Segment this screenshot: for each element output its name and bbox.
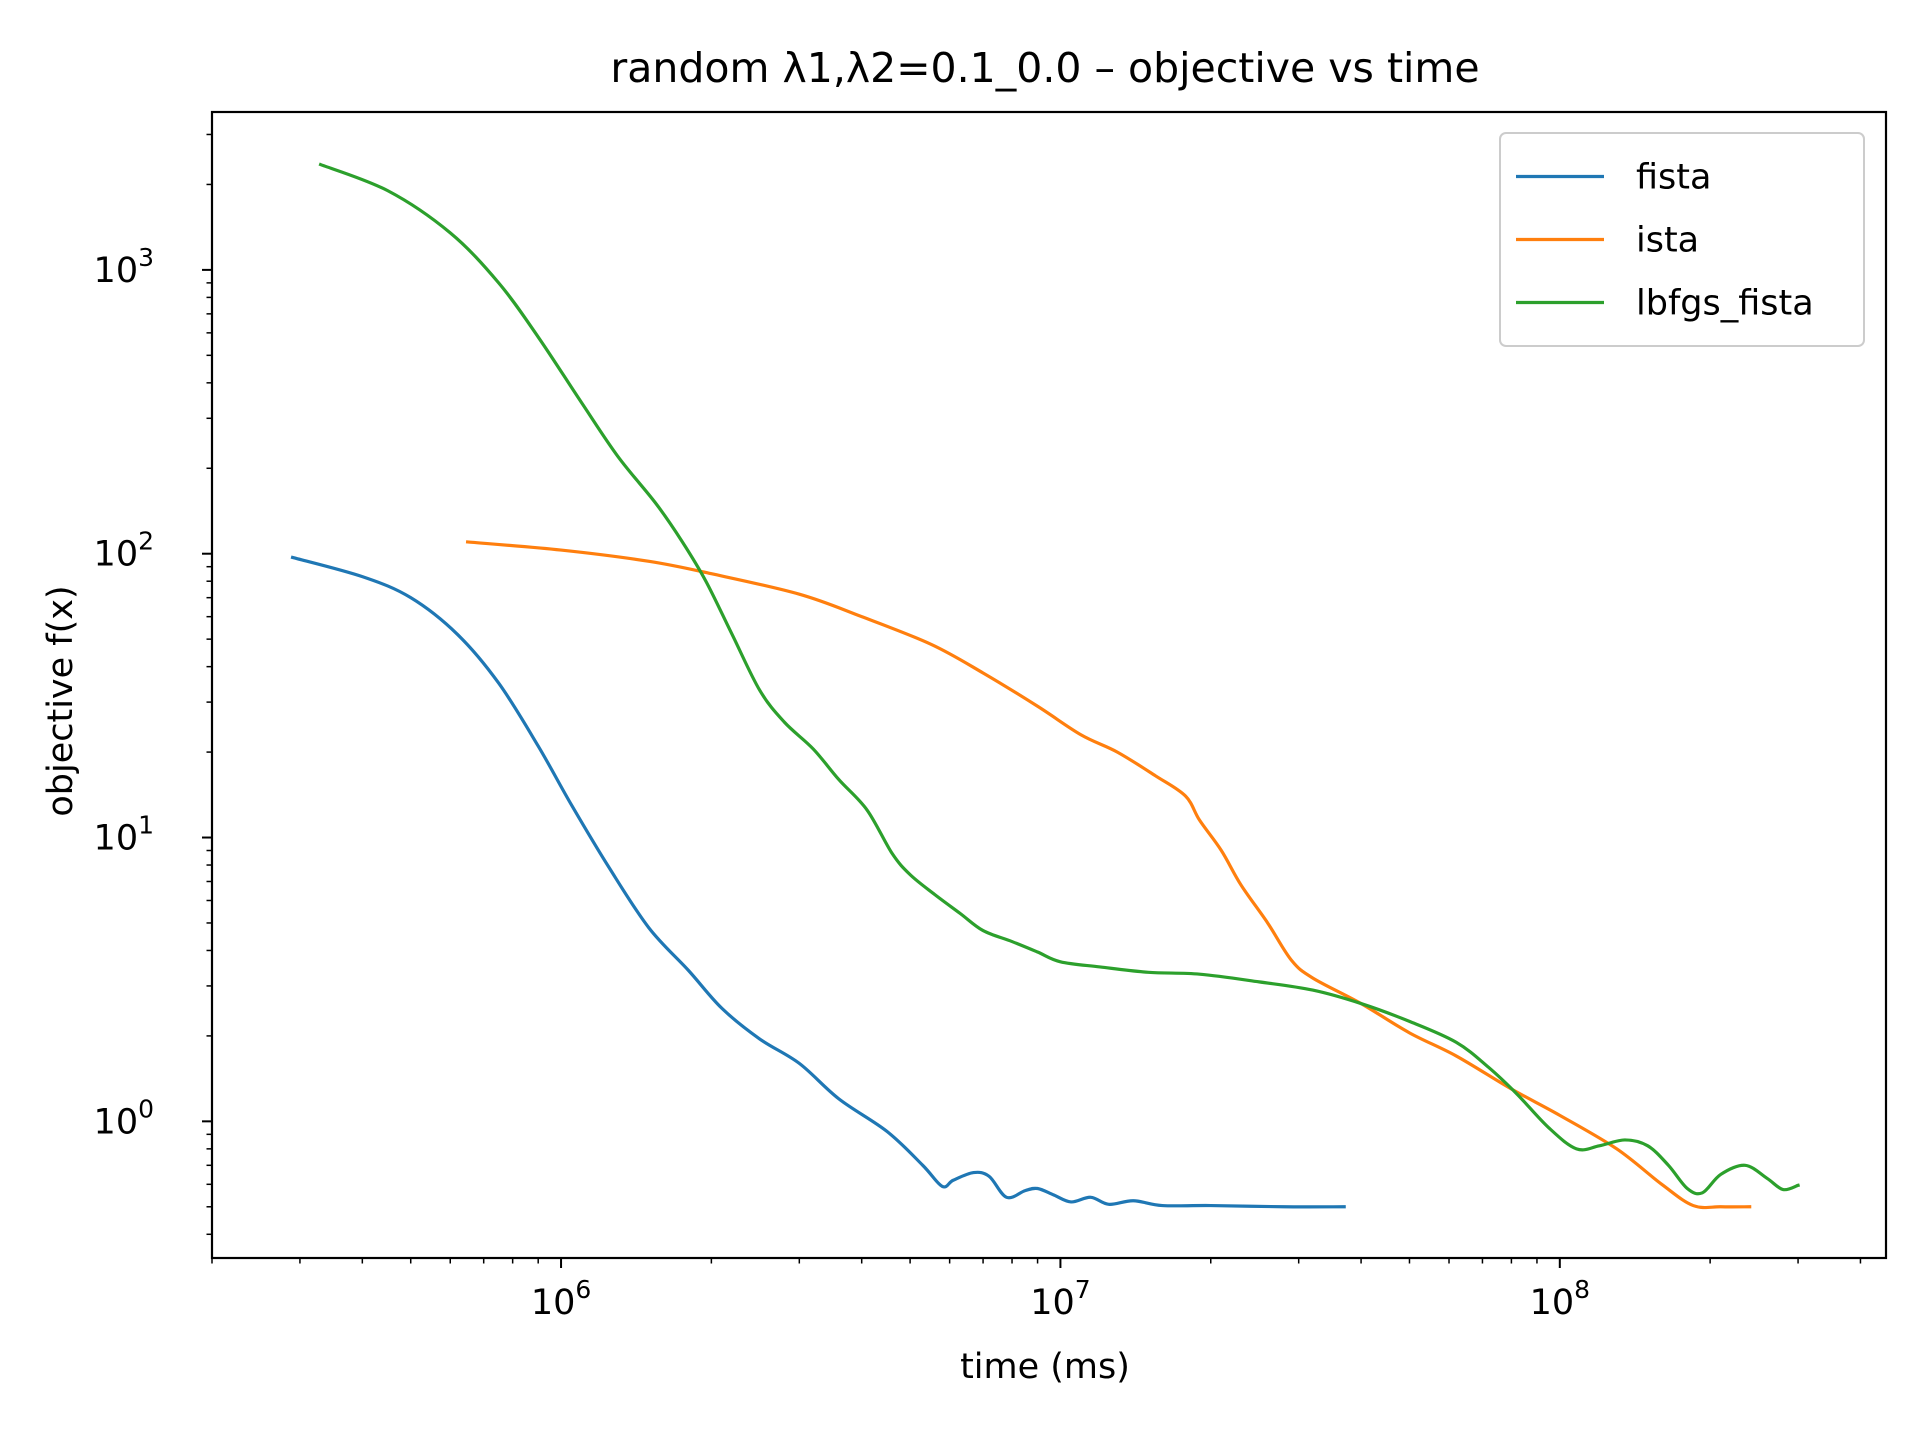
y-tick-label: 100 xyxy=(94,1094,154,1142)
y-tick-label: 102 xyxy=(94,527,154,575)
y-axis-label: objective f(x) xyxy=(41,585,81,816)
legend-label-lbfgs-fista: lbfgs_fista xyxy=(1636,284,1814,324)
ticks-layer: 106 107 108 100 101 102 103 xyxy=(94,133,1862,1323)
series-line-lbfgs-fista xyxy=(318,162,1801,1196)
y-tick-label: 103 xyxy=(94,243,154,291)
legend-label-fista: fista xyxy=(1636,158,1711,198)
legend-box xyxy=(1499,132,1865,347)
x-axis-label: time (ms) xyxy=(960,1347,1130,1387)
series-line-ista xyxy=(465,540,1752,1210)
series-layer xyxy=(290,162,1801,1210)
legend: fista ista lbfgs_fista xyxy=(1499,132,1865,347)
series-line-fista xyxy=(290,555,1346,1209)
plot-area-frame xyxy=(210,110,1888,1260)
x-tick-label: 106 xyxy=(531,1275,591,1323)
chart-title: random λ1,λ2=0.1_0.0 – objective vs time xyxy=(610,44,1479,92)
x-tick-label: 107 xyxy=(1030,1275,1090,1323)
x-tick-label: 108 xyxy=(1530,1275,1590,1323)
y-tick-label: 101 xyxy=(94,811,154,859)
legend-label-ista: ista xyxy=(1636,221,1699,261)
